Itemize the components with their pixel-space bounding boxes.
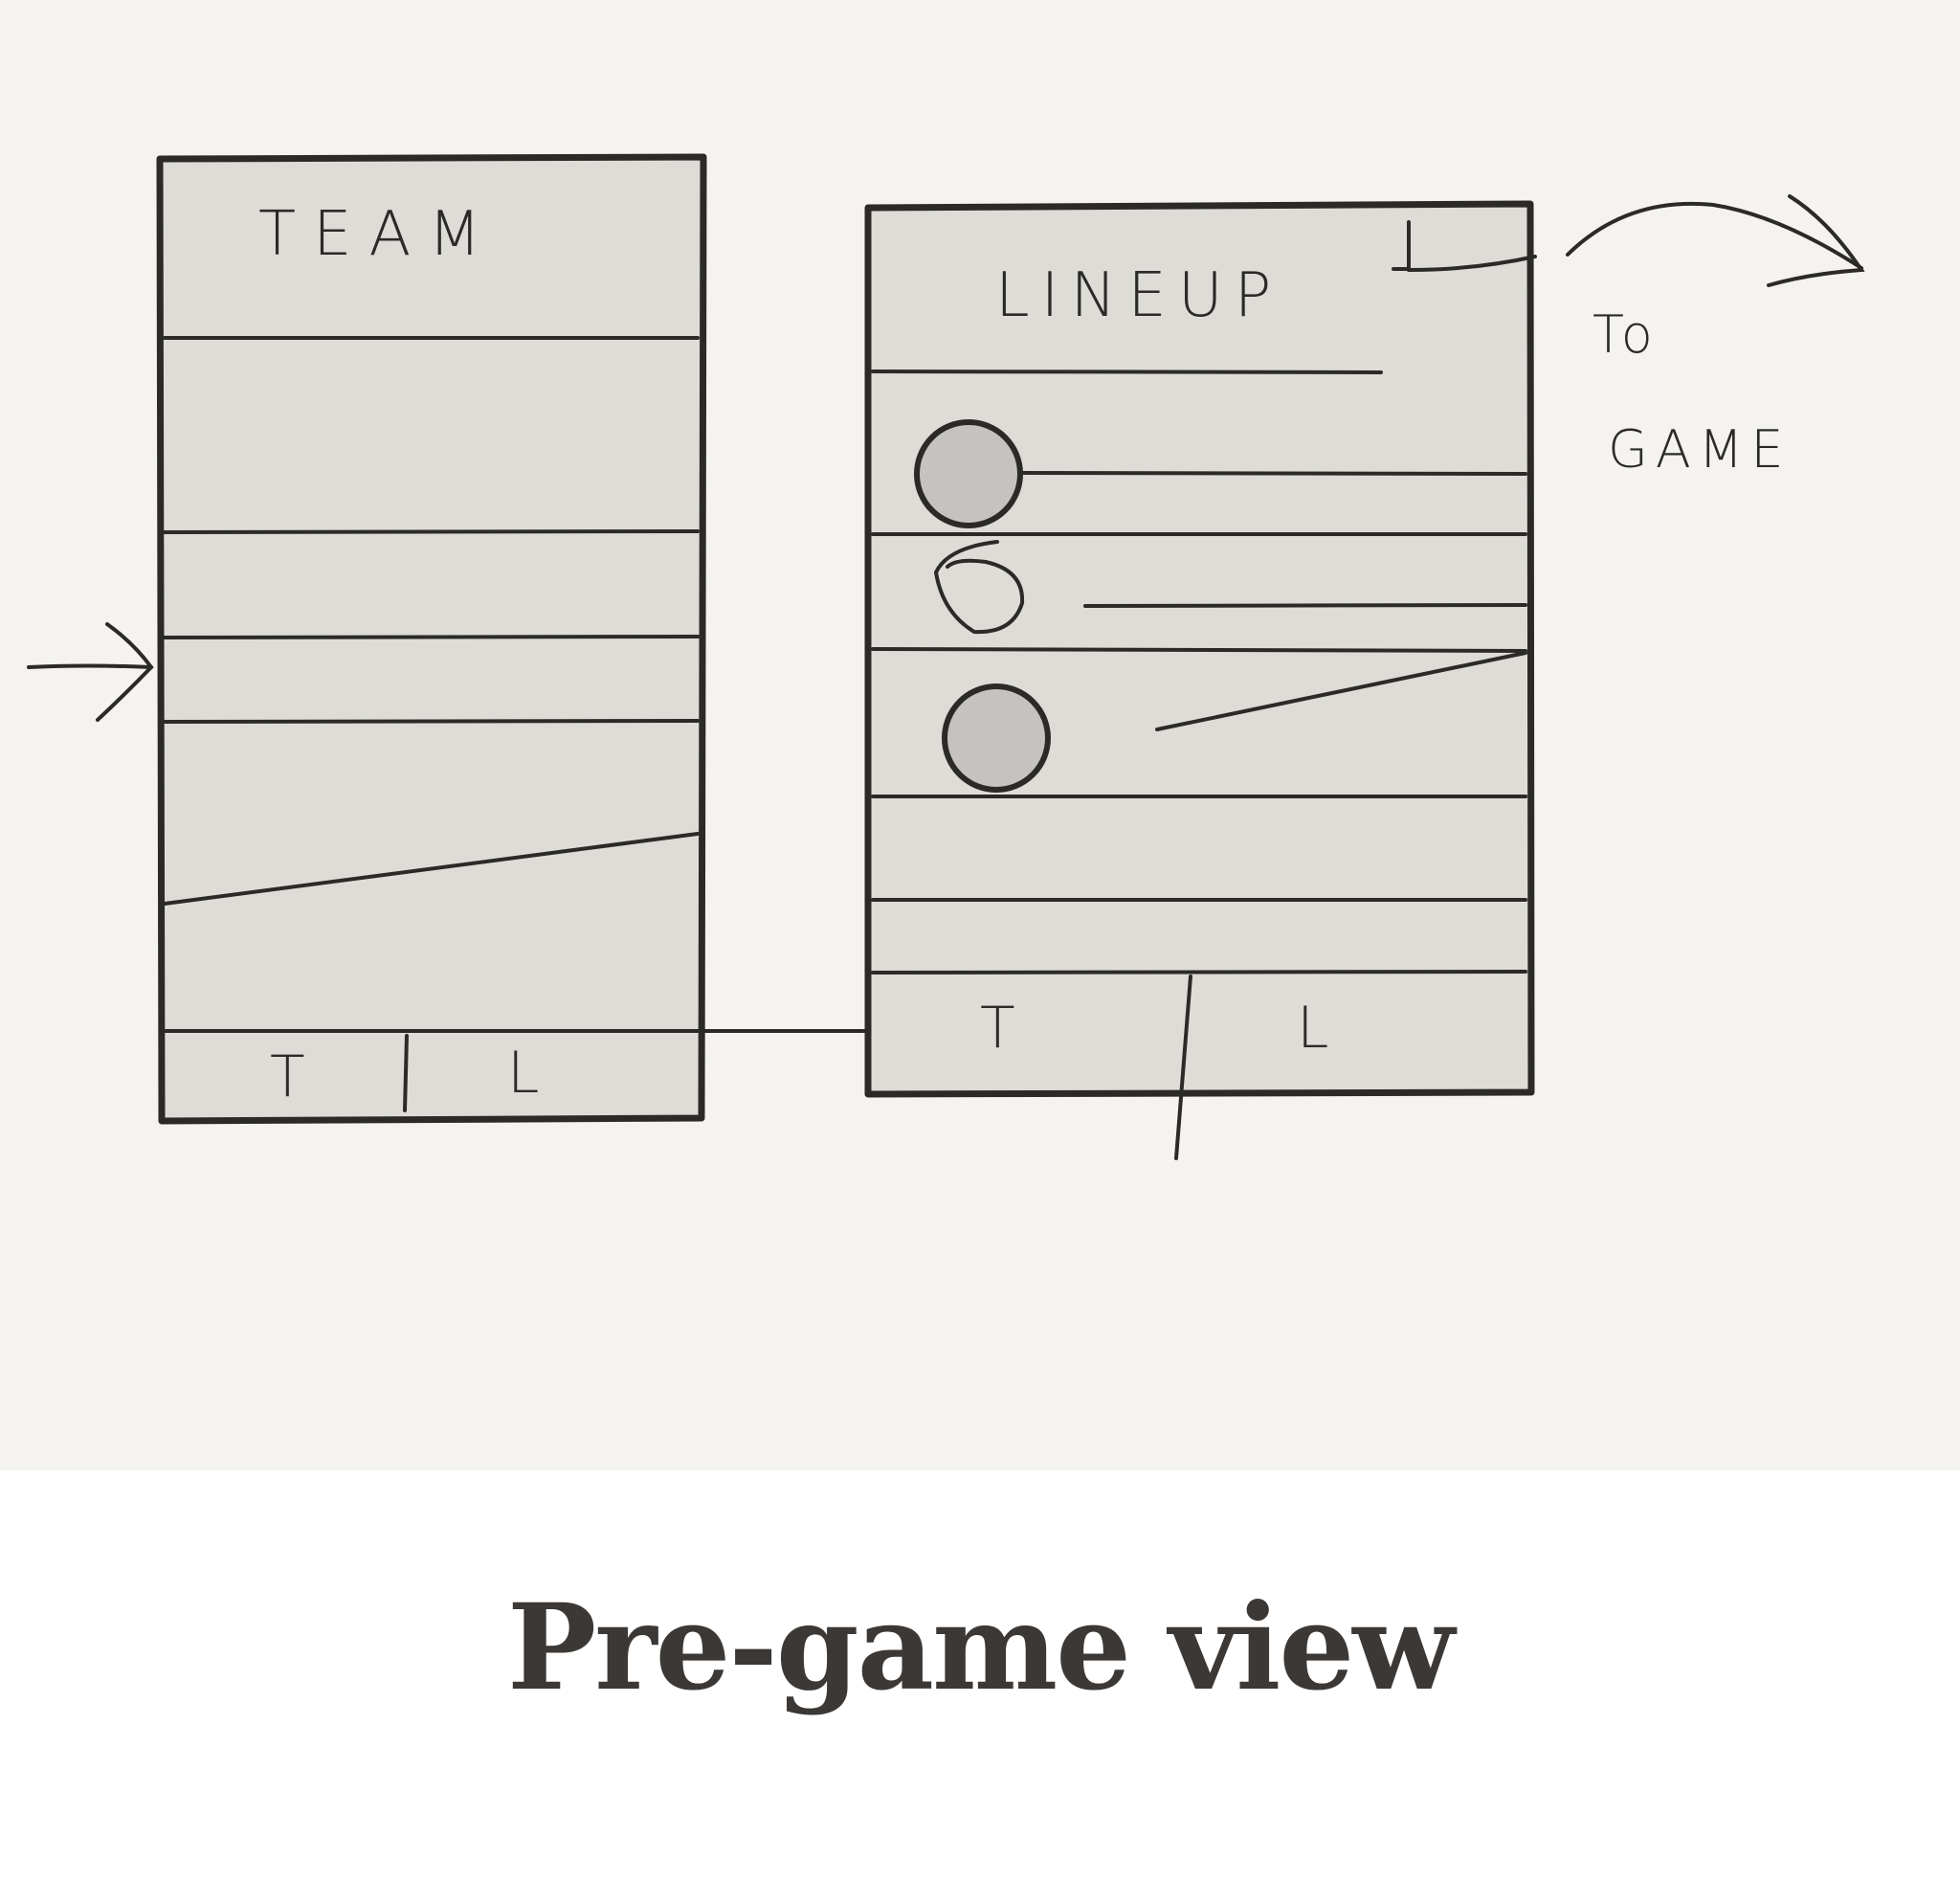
incoming-arrow: [27, 622, 154, 722]
team-row-divider: [163, 635, 700, 639]
to-game-note-line1: To: [1592, 304, 1659, 365]
team-row-divider: [163, 529, 700, 534]
player-row-line: [1155, 651, 1527, 731]
lineup-tab-separator: [1174, 975, 1192, 1160]
to-game-note-line2: GAME: [1608, 419, 1792, 480]
player-avatar: [914, 419, 1023, 528]
team-title: TEAM: [258, 199, 499, 270]
lineup-tab-bar-divider: [871, 970, 1527, 975]
lineup-tab-l[interactable]: L: [1297, 995, 1328, 1062]
wireframe-sketch: TEAM T L LINEUP: [27, 153, 1865, 1160]
lineup-screen[interactable]: LINEUP T L: [864, 200, 1535, 1160]
player-row-line: [1018, 471, 1527, 476]
lineup-title: LINEUP: [995, 260, 1282, 331]
team-list-item-slant: [163, 832, 700, 906]
player-avatar: [942, 683, 1051, 793]
team-row-divider: [163, 719, 700, 724]
team-screen-frame: [156, 153, 707, 1125]
team-tab-l[interactable]: L: [507, 1040, 539, 1107]
to-game-arrow: [1407, 194, 1865, 287]
caption-title: Pre-game view: [506, 1579, 1455, 1717]
lineup-row-divider: [871, 647, 1527, 653]
lineup-header-divider: [871, 370, 1383, 374]
player-row-line: [1083, 603, 1527, 608]
player-avatar-scribble: [933, 540, 1025, 635]
team-screen[interactable]: TEAM T L: [156, 153, 707, 1125]
team-tab-t[interactable]: T: [270, 1043, 305, 1110]
sketch-area: TEAM T L LINEUP: [0, 0, 1960, 1470]
lineup-tab-t[interactable]: T: [980, 995, 1015, 1062]
team-tab-separator: [403, 1034, 409, 1112]
